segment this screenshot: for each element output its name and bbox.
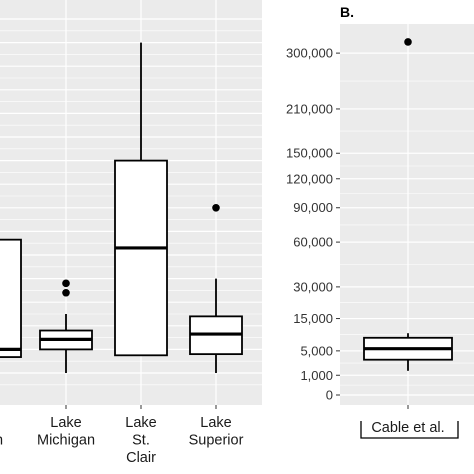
y-tick-label: 5,000 [300, 343, 333, 358]
x-tick-label-line: on [0, 433, 3, 449]
x-tick-label: Cable et al. [371, 420, 444, 436]
panel-b-label: B. [340, 4, 354, 20]
y-tick-label: 0 [326, 388, 333, 403]
panel-a-x-axis: eon Lake Michigan Lake St.Clair Lake Superior [0, 405, 244, 466]
box-box [0, 238, 22, 358]
x-tick-label: Lake Michigan [37, 415, 95, 449]
y-tick-label: 90,000 [293, 200, 333, 215]
x-tick-label: eon [0, 415, 3, 449]
x-tick-label-line: Clair [126, 450, 156, 466]
x-tick-label-line: Lake [200, 415, 231, 431]
panel-a-boxes [0, 42, 243, 373]
box-outlier [62, 288, 70, 297]
y-tick-label: 300,000 [286, 46, 333, 61]
box-outlier [404, 38, 412, 46]
y-tick-label: 15,000 [293, 311, 333, 326]
x-tick-label-line: Michigan [37, 433, 95, 449]
box-lake-michigan [39, 279, 93, 373]
box-outlier [62, 279, 70, 288]
x-tick-label: Lake St. Clair [125, 415, 156, 466]
y-tick-label: 60,000 [293, 235, 333, 250]
y-tick-label: 150,000 [286, 146, 333, 161]
panel-b-boxes [363, 38, 453, 371]
x-tick-label: Lake Superior [189, 415, 244, 449]
panel-b-x-axis: Cable et al. [360, 405, 459, 439]
x-label-bracket [360, 421, 459, 439]
panel-b-y-axis: 0 1,000 5,000 15,000 30,000 60,000 90,000 120,0… [286, 46, 340, 403]
box-lake-st-clair [114, 42, 168, 357]
x-tick-label-line: Superior [189, 433, 244, 449]
y-tick-label: 30,000 [293, 279, 333, 294]
box-lake-superior [189, 204, 243, 373]
box-box [114, 159, 168, 357]
y-tick-label: 210,000 [286, 101, 333, 116]
box-lake-huron [0, 238, 22, 358]
x-tick-label-line: Lake [125, 415, 156, 431]
y-tick-label: 120,000 [286, 171, 333, 186]
y-tick-label: 1,000 [300, 368, 333, 383]
x-tick-label-line: Lake [50, 415, 81, 431]
box-cable-et-al [363, 38, 453, 371]
box-outlier [212, 204, 220, 212]
x-tick-label-line: St. [132, 433, 150, 449]
panel-b-chart: B. 0 1,000 5,000 15,000 30,000 60,000 90,000 12… [286, 4, 474, 439]
panel-a-chart: eon Lake Michigan Lake St.Clair Lake Superior [0, 0, 262, 466]
